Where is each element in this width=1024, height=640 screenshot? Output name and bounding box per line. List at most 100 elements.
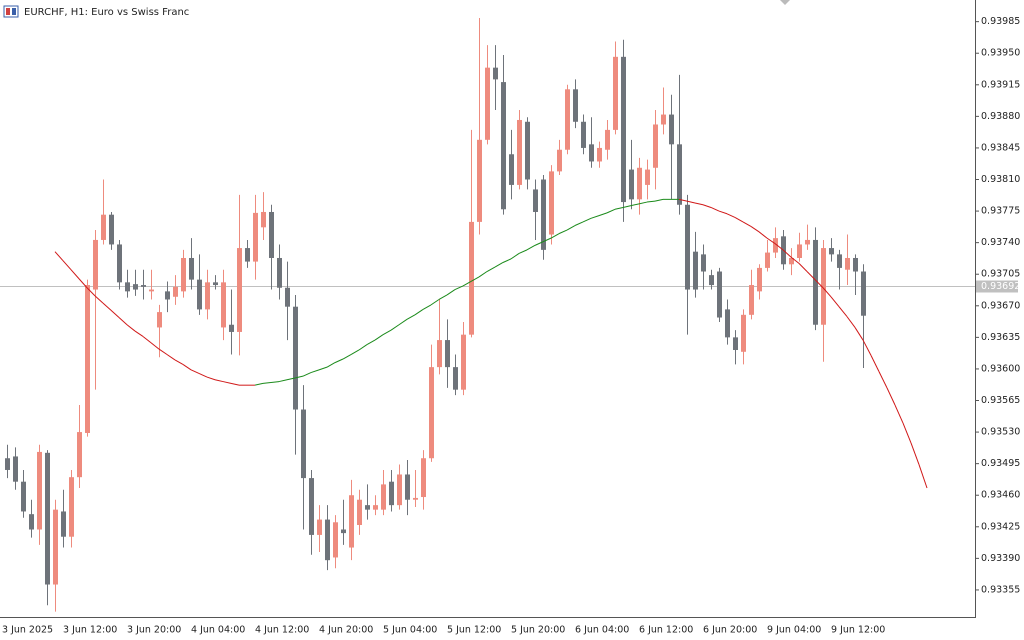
candle-body bbox=[861, 271, 866, 316]
moving-average bbox=[838, 306, 848, 317]
candle-body bbox=[365, 505, 370, 510]
moving-average bbox=[174, 359, 184, 365]
candle-body bbox=[181, 257, 186, 292]
moving-average bbox=[510, 253, 520, 260]
moving-average bbox=[390, 324, 400, 331]
candle-body bbox=[541, 179, 546, 250]
moving-average bbox=[126, 324, 136, 332]
candle-body bbox=[309, 478, 314, 535]
moving-average bbox=[526, 244, 536, 251]
candle-body bbox=[669, 114, 674, 145]
moving-average bbox=[766, 237, 776, 244]
moving-average bbox=[846, 316, 856, 328]
candle-body bbox=[725, 309, 730, 338]
moving-average bbox=[134, 330, 144, 337]
candle-body bbox=[693, 251, 698, 290]
x-tick-label: 4 Jun 12:00 bbox=[255, 625, 309, 636]
moving-average bbox=[374, 334, 384, 341]
moving-average bbox=[422, 304, 432, 310]
candle-body bbox=[317, 519, 322, 535]
moving-average bbox=[494, 262, 504, 268]
moving-average bbox=[630, 203, 640, 207]
candle-body bbox=[77, 432, 82, 478]
candle-body bbox=[381, 484, 386, 510]
x-tick-label: 6 Jun 12:00 bbox=[639, 625, 693, 636]
moving-average bbox=[358, 344, 368, 351]
candle-body bbox=[253, 212, 258, 262]
moving-average bbox=[710, 207, 720, 212]
moving-average bbox=[822, 287, 832, 298]
x-tick-label: 6 Jun 04:00 bbox=[575, 625, 629, 636]
candle-body bbox=[429, 367, 434, 459]
y-tick-label: 0.93705 bbox=[981, 269, 1020, 280]
y-tick-label: 0.93775 bbox=[981, 206, 1020, 217]
moving-average bbox=[198, 372, 208, 378]
candle-body bbox=[613, 56, 618, 130]
candle-body bbox=[389, 481, 394, 506]
moving-average bbox=[230, 382, 240, 386]
candle-body bbox=[269, 211, 274, 258]
moving-average bbox=[582, 217, 592, 223]
candle-body bbox=[101, 214, 106, 240]
moving-average bbox=[694, 202, 704, 206]
moving-average bbox=[918, 464, 928, 489]
candle-body bbox=[621, 56, 626, 203]
moving-average bbox=[614, 206, 624, 210]
candle-body bbox=[109, 214, 114, 245]
moving-average bbox=[814, 279, 824, 289]
x-tick-label: 4 Jun 04:00 bbox=[191, 625, 245, 636]
candle-body bbox=[837, 254, 842, 268]
candle-body bbox=[493, 67, 498, 80]
moving-average bbox=[366, 339, 376, 346]
moving-average bbox=[110, 309, 120, 318]
y-tick-label: 0.93460 bbox=[981, 490, 1020, 501]
moving-average bbox=[750, 225, 760, 233]
moving-average bbox=[726, 213, 736, 218]
moving-average bbox=[830, 296, 840, 308]
candle-body bbox=[477, 139, 482, 222]
candle-body bbox=[261, 211, 266, 228]
chart-title: EURCHF, H1: Euro vs Swiss Franc bbox=[24, 7, 189, 18]
candle-body bbox=[5, 458, 10, 470]
moving-average bbox=[886, 387, 896, 406]
moving-average bbox=[774, 243, 784, 251]
moving-average bbox=[206, 376, 216, 381]
moving-average bbox=[406, 314, 416, 320]
candle-body bbox=[93, 239, 98, 290]
y-tick-label: 0.93740 bbox=[981, 237, 1020, 248]
moving-average bbox=[310, 369, 320, 374]
candle-body bbox=[237, 248, 242, 332]
moving-average bbox=[806, 271, 816, 280]
candle-body bbox=[149, 289, 154, 292]
candle-body bbox=[285, 287, 290, 307]
icon-bar bbox=[6, 8, 10, 15]
y-tick-label: 0.93495 bbox=[981, 458, 1020, 469]
y-tick-label: 0.93810 bbox=[981, 174, 1020, 185]
x-tick-label: 5 Jun 04:00 bbox=[383, 625, 437, 636]
moving-average bbox=[654, 198, 664, 202]
moving-average bbox=[334, 358, 344, 364]
moving-average bbox=[470, 276, 480, 282]
candle-body bbox=[797, 244, 802, 258]
x-tick-label: 6 Jun 20:00 bbox=[703, 625, 757, 636]
bid-label-box bbox=[976, 280, 1018, 293]
moving-average bbox=[558, 229, 568, 235]
y-tick-label: 0.93635 bbox=[981, 332, 1020, 343]
candle-body bbox=[85, 285, 90, 433]
candle-body bbox=[677, 144, 682, 205]
candle-body bbox=[213, 282, 218, 286]
candle-body bbox=[357, 499, 362, 525]
candle-body bbox=[517, 119, 522, 185]
moving-average bbox=[566, 225, 576, 231]
moving-average bbox=[798, 263, 808, 272]
moving-average bbox=[646, 200, 656, 203]
candle-body bbox=[813, 239, 818, 325]
moving-average bbox=[158, 348, 168, 355]
candle-body bbox=[821, 248, 826, 325]
moving-average bbox=[862, 339, 872, 356]
candle-body bbox=[853, 257, 858, 272]
candle-body bbox=[701, 254, 706, 272]
moving-average bbox=[702, 204, 712, 208]
candle-body bbox=[301, 409, 306, 479]
moving-average bbox=[878, 371, 888, 389]
